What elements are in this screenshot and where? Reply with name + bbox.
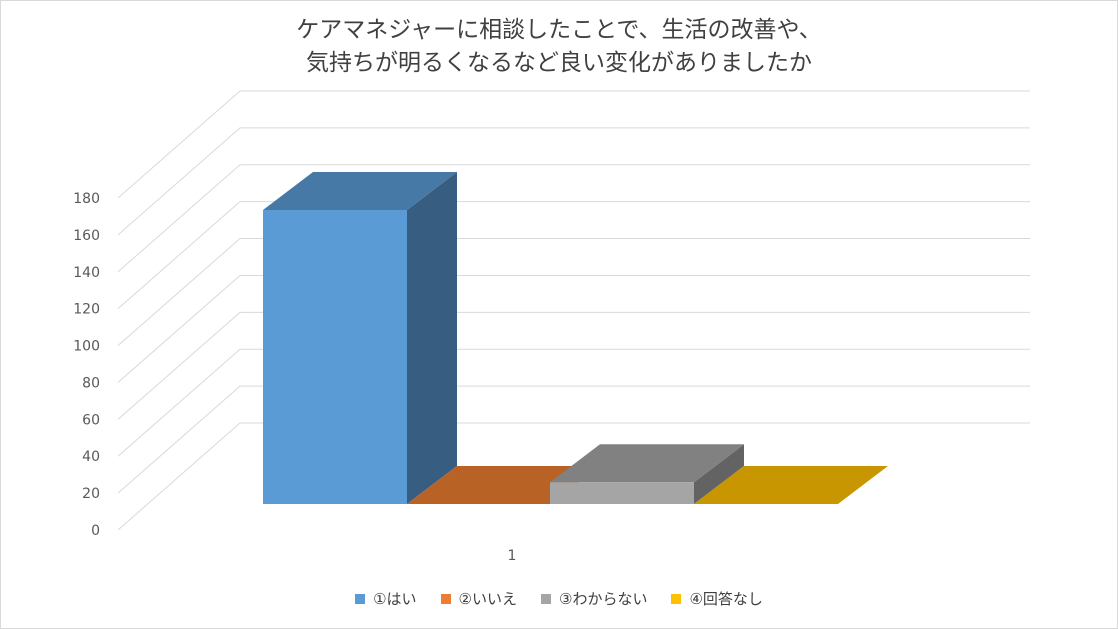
bar-top-1 [263, 172, 457, 210]
legend-item-2: ②いいえ [440, 588, 517, 609]
gridline-3 [117, 311, 1030, 420]
y-tick-label-5: 100 [73, 339, 100, 355]
legend-swatch-4 [671, 593, 682, 604]
legend-label-1: ①はい [373, 590, 417, 608]
x-category-label: 1 [508, 548, 517, 564]
gridline-8 [117, 127, 1030, 236]
bar-front-3 [550, 482, 694, 504]
y-tick-label-3: 60 [82, 412, 100, 428]
bar-front-1 [263, 210, 407, 504]
bar-side-1 [407, 172, 457, 504]
y-tick-label-7: 140 [73, 265, 100, 281]
y-tick-label-1: 20 [82, 486, 100, 502]
gridline-1 [117, 385, 1030, 494]
legend-swatch-2 [440, 593, 451, 604]
gridline-9 [117, 90, 1030, 199]
gridline-5 [117, 238, 1030, 346]
gridline-6 [117, 201, 1030, 310]
chart-title-line-2: 気持ちが明るくなるなど良い変化がありましたか [306, 50, 812, 76]
chart-title-line-1: ケアマネジャーに相談したことで、生活の改善や、 [296, 17, 822, 43]
chart-legend: ①はい ②いいえ ③わからない ④回答なし [0, 588, 1118, 609]
gridline-2 [117, 348, 1030, 457]
y-tick-label-8: 160 [73, 228, 100, 244]
y-tick-label-2: 40 [82, 449, 100, 465]
bar-top-3 [550, 444, 744, 483]
legend-swatch-3 [541, 593, 551, 604]
legend-label-2: ②いいえ [458, 590, 517, 608]
bar-top-4 [694, 466, 888, 504]
bar-side-3 [694, 444, 744, 504]
chart-title: ケアマネジャーに相談したことで、生活の改善や、 気持ちが明るくなるなど良い変化が… [0, 14, 1118, 80]
legend-item-1: ①はい [355, 588, 417, 609]
legend-label-3: ③わからない [559, 590, 648, 608]
gridline-4 [117, 274, 1030, 383]
y-tick-label-6: 120 [73, 302, 100, 318]
legend-item-3: ③わからない [541, 588, 647, 609]
legend-item-4: ④回答なし [671, 588, 763, 609]
legend-swatch-1 [355, 593, 366, 604]
y-tick-label-0: 0 [91, 523, 100, 539]
gridline-7 [117, 164, 1030, 273]
legend-label-4: ④回答なし [689, 590, 763, 608]
y-tick-label-4: 80 [82, 375, 100, 391]
y-tick-label-9: 180 [73, 191, 100, 207]
gridline-0 [117, 422, 1030, 531]
